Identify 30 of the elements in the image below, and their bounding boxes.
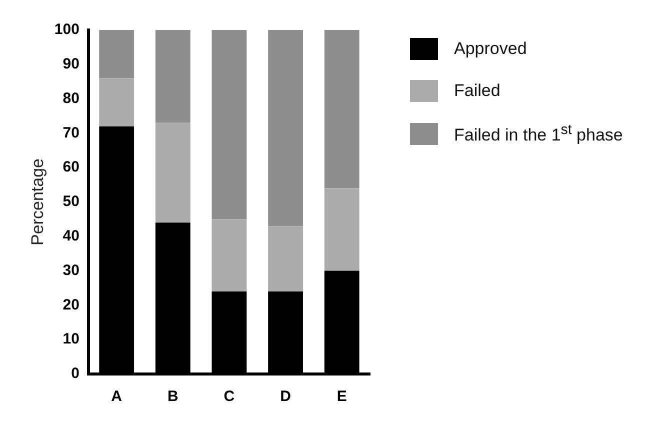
legend-label: Approved — [454, 39, 527, 59]
x-tick-label: A — [111, 388, 122, 406]
y-tick-label: 0 — [71, 365, 80, 382]
bar — [155, 30, 190, 123]
y-tick-label: 90 — [62, 56, 80, 73]
legend-label: Failed in the 1$^{st}$ phase — [454, 122, 623, 146]
y-tick-label: 30 — [62, 262, 80, 279]
x-tick-label: B — [167, 388, 178, 406]
y-tick-label: 10 — [62, 330, 80, 348]
y-axis-title: Percentage — [28, 158, 47, 246]
y-tick-label: 20 — [62, 296, 80, 314]
x-tick-label: C — [224, 388, 235, 406]
y-tick-label: 80 — [62, 90, 80, 107]
y-tick-label: 100 — [54, 21, 80, 38]
y-tick-label: 40 — [62, 228, 80, 245]
bar — [268, 226, 303, 292]
bar — [155, 122, 190, 223]
legend-label: Failed — [454, 81, 500, 101]
bar — [99, 78, 134, 126]
bar — [268, 30, 303, 226]
bar — [212, 219, 247, 292]
bar — [324, 188, 360, 271]
bar — [99, 30, 134, 78]
y-tick-label: 70 — [62, 124, 80, 142]
y-tick-label: 60 — [62, 158, 80, 176]
bar — [212, 30, 247, 220]
x-tick-label: E — [336, 388, 347, 406]
x-tick-label: D — [280, 388, 292, 406]
bar — [324, 30, 360, 188]
y-tick-label: 50 — [62, 193, 80, 210]
